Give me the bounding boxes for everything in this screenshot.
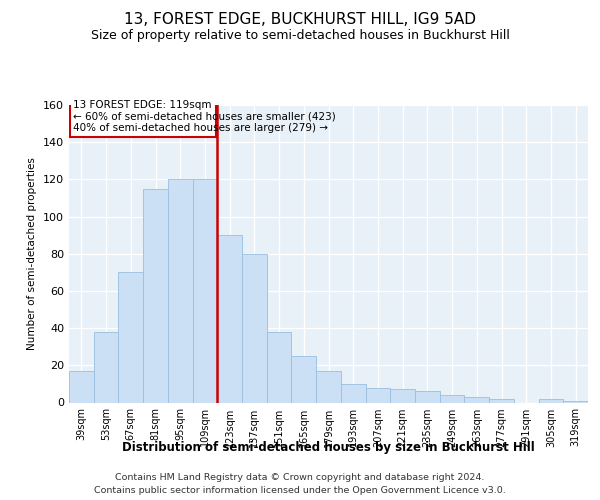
- Text: 40% of semi-detached houses are larger (279) →: 40% of semi-detached houses are larger (…: [73, 123, 328, 133]
- Bar: [539, 399, 563, 402]
- Text: 13, FOREST EDGE, BUCKHURST HILL, IG9 5AD: 13, FOREST EDGE, BUCKHURST HILL, IG9 5AD: [124, 12, 476, 28]
- FancyBboxPatch shape: [70, 100, 216, 136]
- Bar: [242, 254, 267, 402]
- Bar: [415, 392, 440, 402]
- Bar: [118, 272, 143, 402]
- Text: 13 FOREST EDGE: 119sqm: 13 FOREST EDGE: 119sqm: [73, 100, 211, 110]
- Bar: [563, 400, 588, 402]
- Bar: [292, 356, 316, 403]
- Bar: [217, 235, 242, 402]
- Text: Contains public sector information licensed under the Open Government Licence v3: Contains public sector information licen…: [94, 486, 506, 495]
- Bar: [489, 399, 514, 402]
- Text: ← 60% of semi-detached houses are smaller (423): ← 60% of semi-detached houses are smalle…: [73, 112, 335, 122]
- Bar: [464, 397, 489, 402]
- Bar: [390, 390, 415, 402]
- Bar: [365, 388, 390, 402]
- Bar: [440, 395, 464, 402]
- Text: Size of property relative to semi-detached houses in Buckhurst Hill: Size of property relative to semi-detach…: [91, 29, 509, 42]
- Bar: [168, 180, 193, 402]
- Bar: [193, 180, 217, 402]
- Y-axis label: Number of semi-detached properties: Number of semi-detached properties: [28, 158, 37, 350]
- Bar: [341, 384, 365, 402]
- Bar: [94, 332, 118, 402]
- Bar: [143, 188, 168, 402]
- Bar: [267, 332, 292, 402]
- Text: Distribution of semi-detached houses by size in Buckhurst Hill: Distribution of semi-detached houses by …: [122, 441, 535, 454]
- Bar: [69, 371, 94, 402]
- Bar: [316, 371, 341, 402]
- Text: Contains HM Land Registry data © Crown copyright and database right 2024.: Contains HM Land Registry data © Crown c…: [115, 472, 485, 482]
